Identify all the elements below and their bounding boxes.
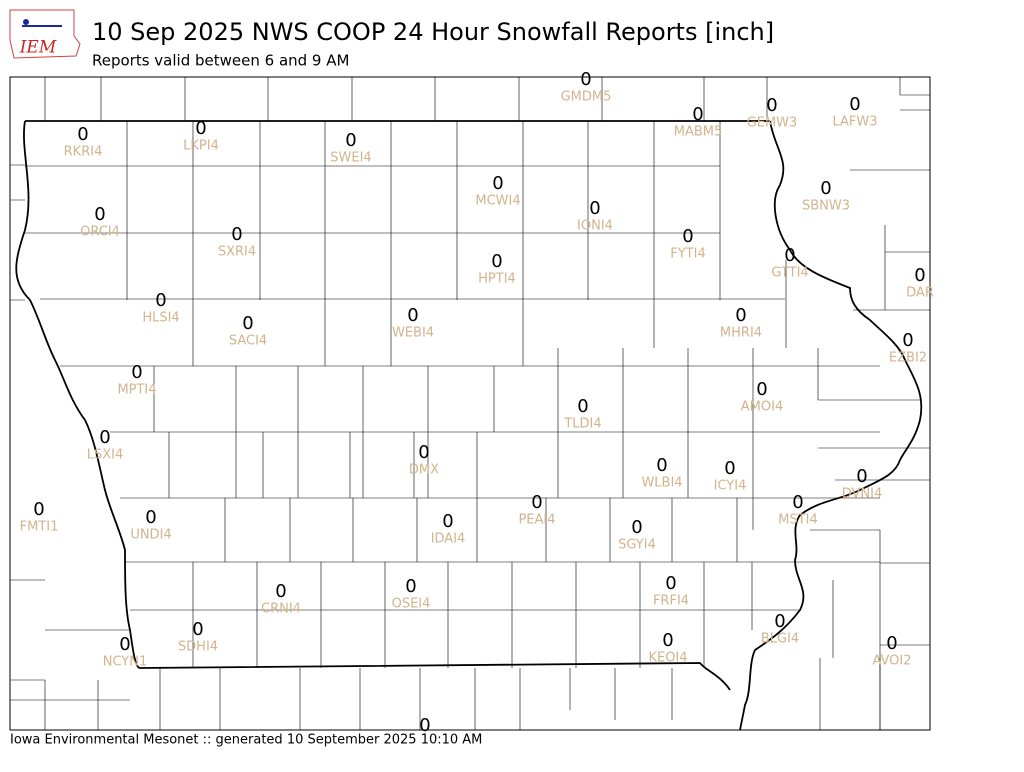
snowfall-value: 0 <box>231 224 242 245</box>
station-id: MPTI4 <box>117 383 156 398</box>
snowfall-value: 0 <box>784 245 795 266</box>
snowfall-value: 0 <box>155 290 166 311</box>
station-id: MABM5 <box>674 125 723 140</box>
station-id: DVNI4 <box>842 487 883 502</box>
snowfall-value: 0 <box>774 611 785 632</box>
snowfall-value: 0 <box>766 95 777 116</box>
snowfall-value: 0 <box>275 581 286 602</box>
station-id: MSTI4 <box>778 513 818 528</box>
station-id: GMDM5 <box>561 90 612 105</box>
station-id: PEAI4 <box>518 513 555 528</box>
snowfall-value: 0 <box>99 427 110 448</box>
snowfall-value: 0 <box>735 305 746 326</box>
station-id: NCYN1 <box>103 655 148 670</box>
snowfall-value: 0 <box>662 630 673 651</box>
station-id: FYTI4 <box>670 247 705 262</box>
station-id: SXRI4 <box>218 245 256 260</box>
station-id: DMX <box>409 463 439 478</box>
station-id: MHRI4 <box>720 326 762 341</box>
snowfall-value: 0 <box>577 396 588 417</box>
station-id: RKRI4 <box>64 145 103 160</box>
station-id: AVOI2 <box>872 654 911 669</box>
station-id: IDAI4 <box>431 532 466 547</box>
station-id: EZBI2 <box>889 351 927 366</box>
station-id: SGYI4 <box>618 538 656 553</box>
station-id: DAR <box>906 286 934 301</box>
snowfall-value: 0 <box>491 251 502 272</box>
station-id: GTTI4 <box>771 266 808 281</box>
snowfall-value: 0 <box>849 94 860 115</box>
logo: IEM <box>9 9 81 59</box>
station-id: SWEI4 <box>330 151 371 166</box>
snowfall-value: 0 <box>886 633 897 654</box>
subtitle: Reports valid between 6 and 9 AM <box>92 52 349 70</box>
title: 10 Sep 2025 NWS COOP 24 Hour Snowfall Re… <box>92 18 774 46</box>
snowfall-value: 0 <box>131 362 142 383</box>
station-id: FRFI4 <box>653 594 689 609</box>
snowfall-value: 0 <box>656 455 667 476</box>
station-id: CRNI4 <box>261 602 301 617</box>
station-id: IONI4 <box>577 219 613 234</box>
snowfall-value: 0 <box>192 619 203 640</box>
station-id: SBNW3 <box>802 199 850 214</box>
station-id: WEBI4 <box>392 326 434 341</box>
station-id: FMTI1 <box>20 520 59 535</box>
snowfall-value: 0 <box>77 124 88 145</box>
station-id: KEOI4 <box>648 651 687 666</box>
logo-text: IEM <box>19 38 57 58</box>
station-id: ICYI4 <box>714 479 747 494</box>
snowfall-value: 0 <box>792 492 803 513</box>
station-id: SACI4 <box>229 334 267 349</box>
station-id: HPTI4 <box>478 272 516 287</box>
snowfall-value: 0 <box>682 226 693 247</box>
station-id: LAFW3 <box>832 115 877 130</box>
snowfall-value: 0 <box>902 330 913 351</box>
snowfall-value: 0 <box>580 69 591 90</box>
snowfall-value: 0 <box>856 466 867 487</box>
snowfall-value: 0 <box>820 178 831 199</box>
station-id: LSXI4 <box>87 448 124 463</box>
snowfall-value: 0 <box>492 173 503 194</box>
station-id: ORCI4 <box>80 225 120 240</box>
station-id: HLSI4 <box>142 311 179 326</box>
snowfall-value: 0 <box>242 313 253 334</box>
station-id: GEMW3 <box>747 116 798 131</box>
snowfall-value: 0 <box>531 492 542 513</box>
station-id: AMOI4 <box>741 400 783 415</box>
snowfall-value: 0 <box>195 118 206 139</box>
snowfall-value: 0 <box>119 634 130 655</box>
station-id: WLBI4 <box>641 476 682 491</box>
snowfall-value: 0 <box>692 104 703 125</box>
snowfall-value: 0 <box>665 573 676 594</box>
footer: Iowa Environmental Mesonet :: generated … <box>10 733 482 748</box>
station-id: OSEI4 <box>392 597 431 612</box>
snowfall-value: 0 <box>145 507 156 528</box>
snowfall-value: 0 <box>33 499 44 520</box>
snowfall-value: 0 <box>94 204 105 225</box>
snowfall-value: 0 <box>914 265 925 286</box>
station-id: BLGI4 <box>761 632 799 647</box>
snowfall-value: 0 <box>631 517 642 538</box>
snowfall-value: 0 <box>345 130 356 151</box>
snowfall-value: 0 <box>407 305 418 326</box>
station-id: LKPI4 <box>183 139 219 154</box>
snowfall-value: 0 <box>724 458 735 479</box>
snowfall-value: 0 <box>405 576 416 597</box>
station-id: SDHI4 <box>178 640 218 655</box>
station-id: UNDI4 <box>130 528 171 543</box>
station-id: MCWI4 <box>475 194 520 209</box>
snowfall-value: 0 <box>418 442 429 463</box>
snowfall-value: 0 <box>756 379 767 400</box>
station-id: TLDI4 <box>563 417 601 432</box>
snowfall-value: 0 <box>589 198 600 219</box>
snowfall-value: 0 <box>419 715 430 736</box>
snowfall-value: 0 <box>442 511 453 532</box>
basemap <box>9 76 931 731</box>
